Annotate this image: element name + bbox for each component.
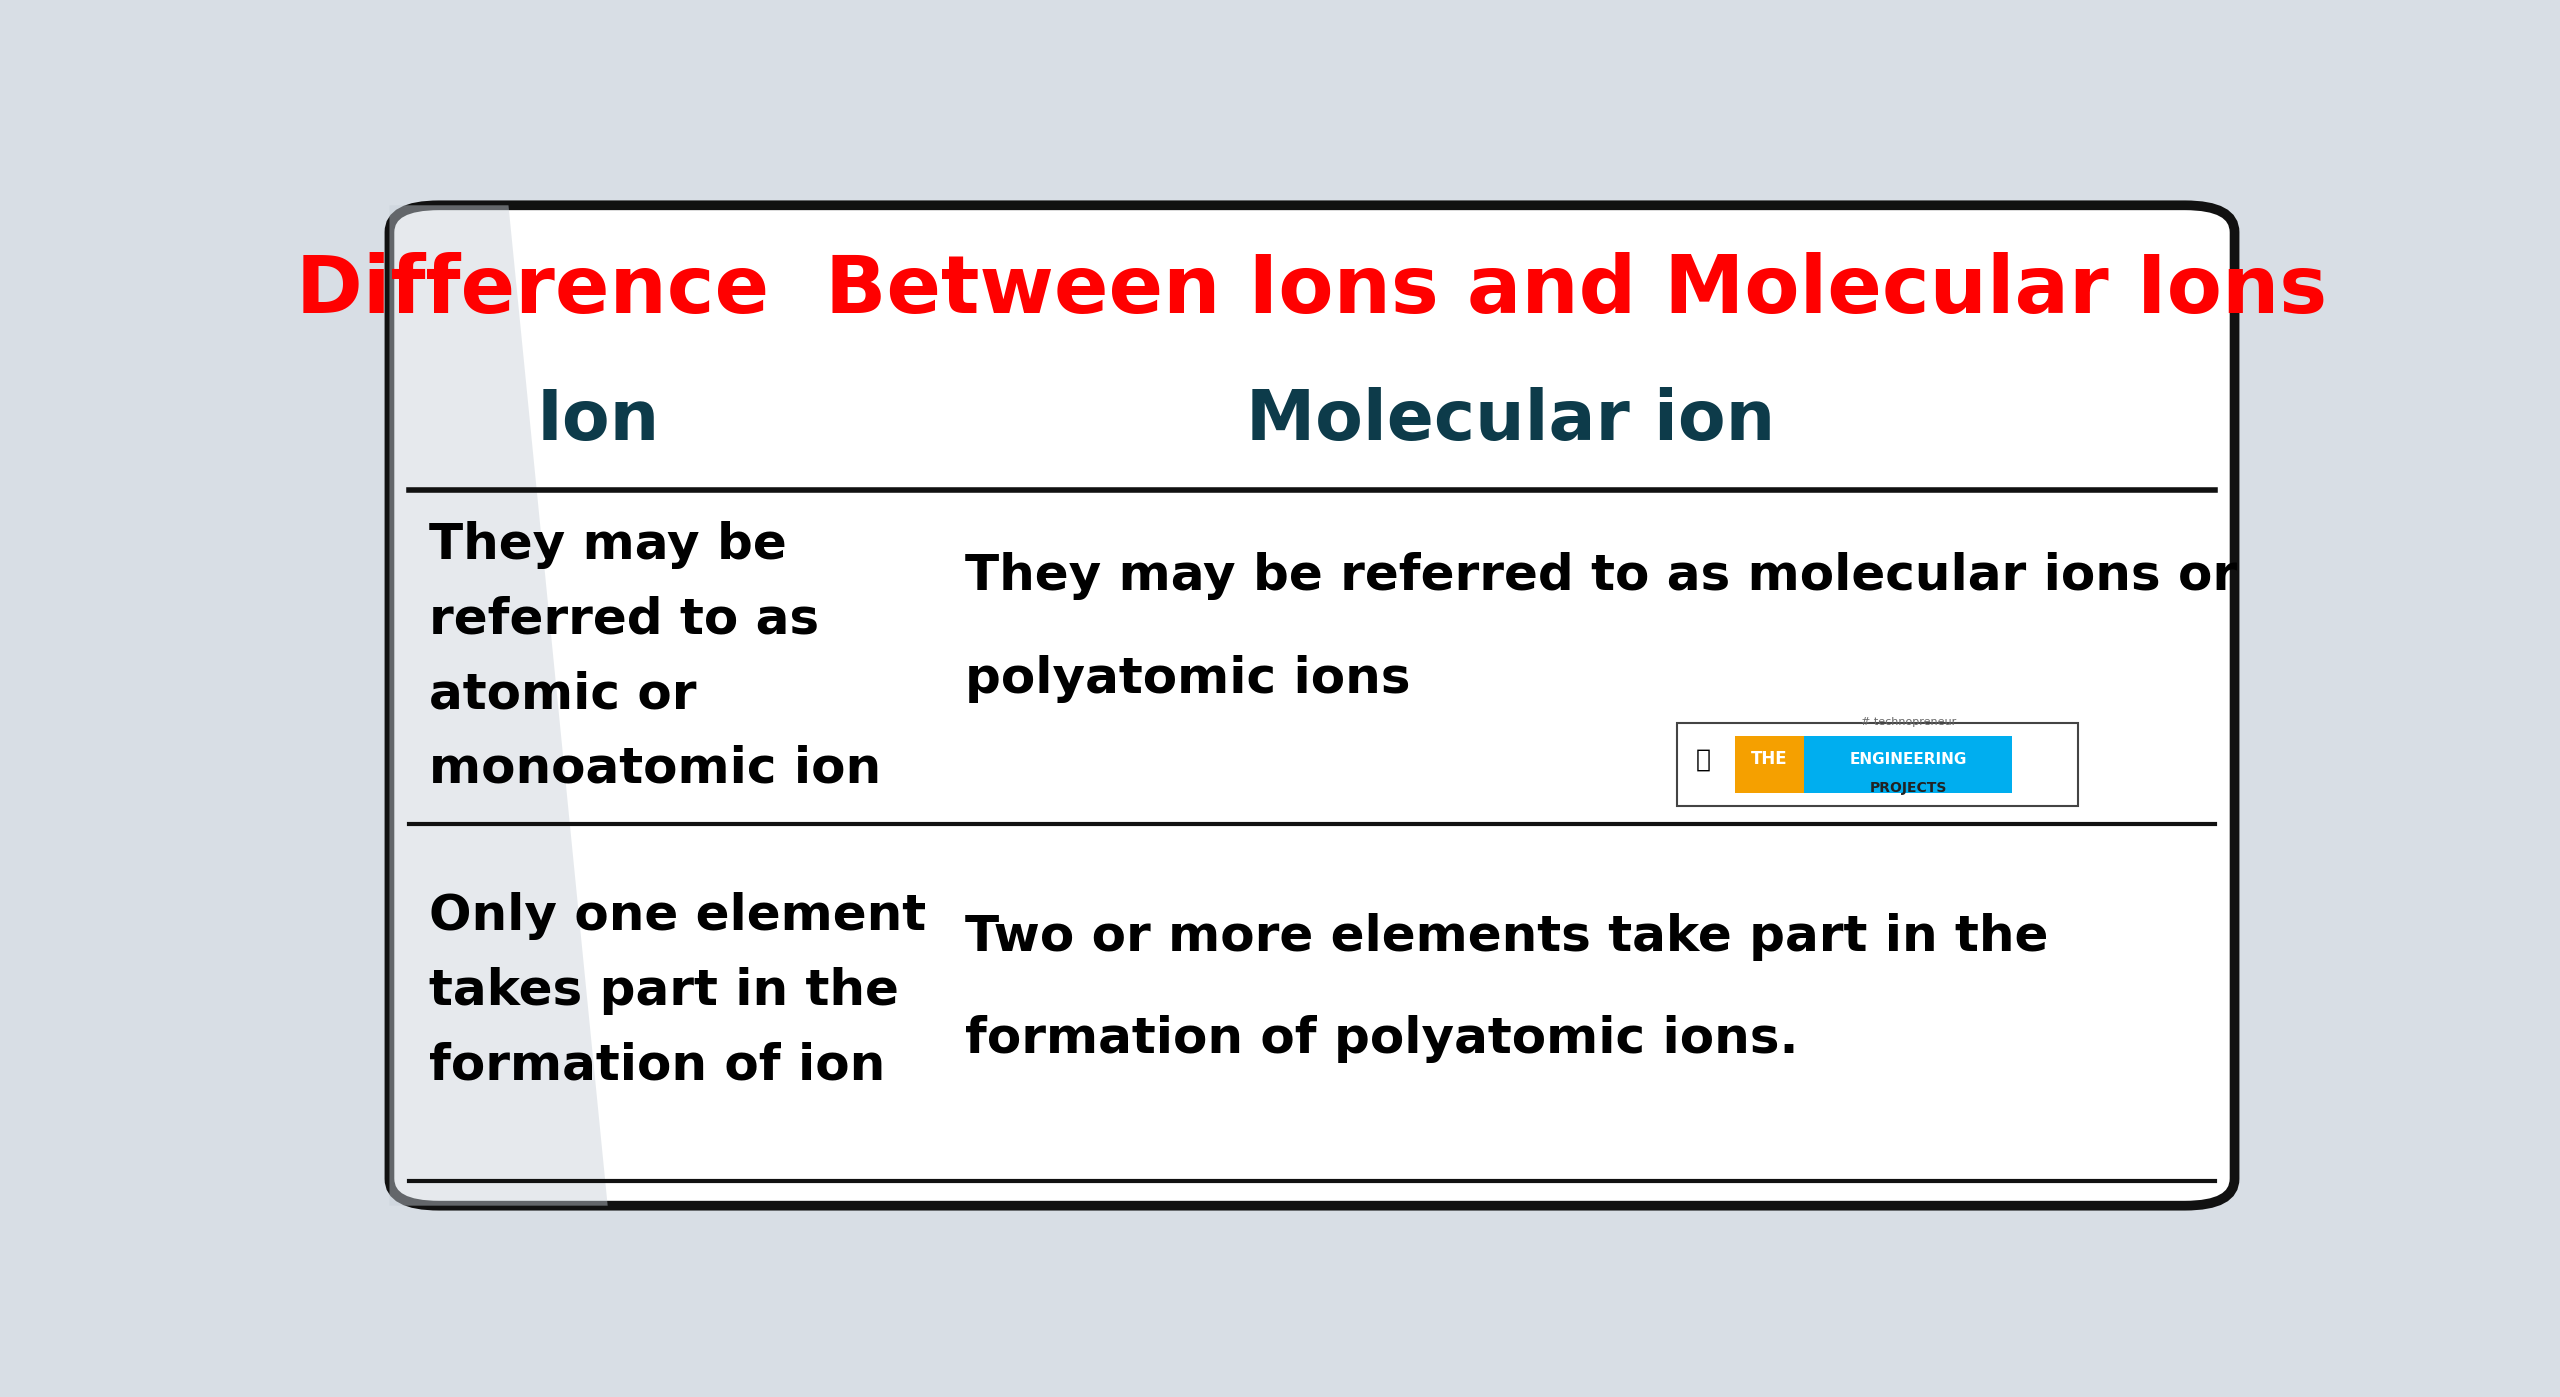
Text: THE: THE: [1751, 750, 1787, 768]
Text: ENGINEERING: ENGINEERING: [1848, 752, 1966, 767]
Text: 🤖: 🤖: [1695, 747, 1710, 771]
FancyBboxPatch shape: [1677, 724, 2079, 806]
Text: They may be
referred to as
atomic or
monoatomic ion: They may be referred to as atomic or mon…: [430, 521, 881, 793]
Text: polyatomic ions: polyatomic ions: [965, 655, 1411, 703]
Polygon shape: [389, 205, 607, 1206]
Text: They may be referred to as molecular ions or: They may be referred to as molecular ion…: [965, 552, 2237, 601]
FancyBboxPatch shape: [389, 205, 2235, 1206]
Text: Two or more elements take part in the: Two or more elements take part in the: [965, 912, 2048, 961]
Text: # technopreneur: # technopreneur: [1861, 717, 1956, 726]
Text: formation of polyatomic ions.: formation of polyatomic ions.: [965, 1016, 1797, 1063]
Text: PROJECTS: PROJECTS: [1869, 781, 1946, 795]
Text: Molecular ion: Molecular ion: [1247, 387, 1774, 454]
Bar: [1736, 736, 1805, 793]
Text: Only one element
takes part in the
formation of ion: Only one element takes part in the forma…: [430, 891, 927, 1090]
Text: Ion: Ion: [535, 387, 660, 454]
Text: Difference  Between Ions and Molecular Ions: Difference Between Ions and Molecular Io…: [297, 253, 2327, 330]
Bar: [1805, 736, 2012, 793]
